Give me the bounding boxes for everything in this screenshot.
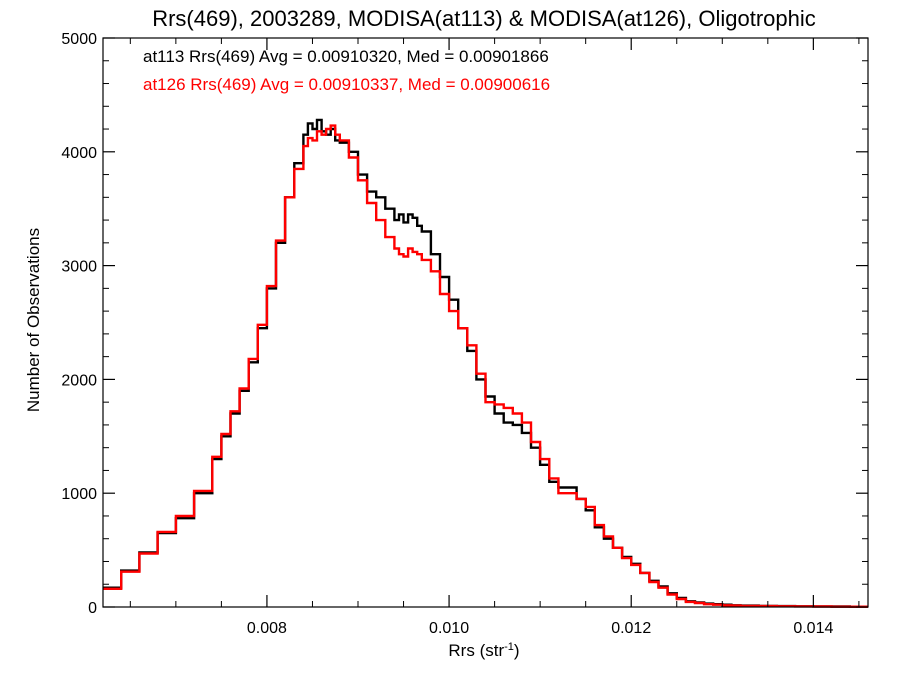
x-tick-label: 0.014 (793, 620, 833, 637)
y-tick-label: 1000 (61, 486, 97, 503)
y-tick-label: 4000 (61, 145, 97, 162)
x-tick-label: 0.012 (611, 620, 651, 637)
x-axis-label-superscript: -1 (504, 641, 514, 653)
y-tick-label: 3000 (61, 259, 97, 276)
x-axis-label-close: ) (514, 641, 520, 660)
x-axis-label-main: Rrs (str (448, 641, 504, 660)
x-tick-label: 0.010 (429, 620, 469, 637)
legend-annotations: at113 Rrs(469) Avg = 0.00910320, Med = 0… (143, 47, 550, 94)
legend-annotation-2: at126 Rrs(469) Avg = 0.00910337, Med = 0… (143, 75, 550, 94)
series-2-line (103, 124, 868, 608)
y-axis-label: Number of Observations (24, 228, 43, 412)
x-axis-label: Rrs (str-1) (448, 641, 519, 660)
y-tick-label: 5000 (61, 31, 97, 48)
legend-annotation-1: at113 Rrs(469) Avg = 0.00910320, Med = 0… (143, 47, 549, 66)
series-layer (103, 118, 868, 608)
x-tick-label: 0.008 (247, 620, 287, 637)
chart-title: Rrs(469), 2003289, MODISA(at113) & MODIS… (152, 6, 816, 31)
ticks-layer: 0.008 0.010 0.012 0.014 0 1000 2000 3000 4000 500… (61, 31, 868, 637)
plot-frame (102, 37, 869, 608)
y-tick-label: 2000 (61, 372, 97, 389)
y-tick-label: 0 (88, 600, 97, 617)
